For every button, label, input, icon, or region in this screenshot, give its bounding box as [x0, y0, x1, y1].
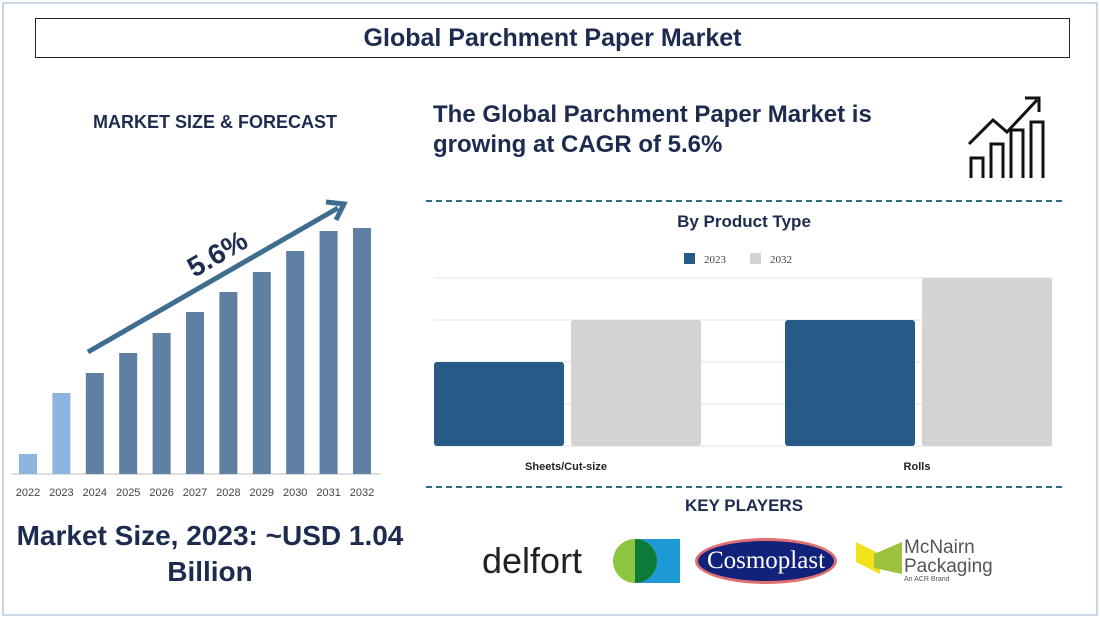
tick-label: 2025: [116, 487, 140, 499]
tick-label: 2023: [49, 487, 73, 499]
bar-2032: [353, 228, 371, 474]
tick-label: 2022: [16, 487, 40, 499]
tick-label: 2027: [183, 487, 207, 499]
legend-label: 2023: [704, 254, 727, 266]
tick-label: 2032: [350, 487, 374, 499]
tick-label: 2030: [283, 487, 307, 499]
bar-Sheets/Cut-size-2032: [571, 320, 701, 446]
bar-2030: [286, 251, 305, 474]
bar-2025: [119, 353, 138, 474]
category-label: Rolls: [904, 461, 931, 473]
cagr-text: The Global Parchment Paper Market is gro…: [433, 101, 872, 158]
forecast-chart: 2022 2023 2024 2025 2026 2027 2028 2029 2030 2031…: [12, 199, 380, 499]
legend-label: 2032: [770, 254, 792, 266]
delfort-logo: delfort: [482, 540, 583, 581]
bar-2031: [319, 231, 338, 474]
product-type-chart: 2023 2032 Sheets/Cut-size Rolls: [434, 253, 1054, 473]
divider: [426, 486, 1062, 488]
bar-2026: [152, 333, 171, 474]
bar-Sheets/Cut-size-2023: [434, 362, 564, 446]
category-label: Sheets/Cut-size: [525, 461, 607, 473]
cosmoplast-logo: Cosmoplast: [695, 538, 837, 584]
tick-label: 2026: [149, 487, 173, 499]
chart-title: By Product Type: [677, 212, 811, 231]
bar-2029: [252, 272, 271, 474]
trend-arrow: [86, 205, 340, 355]
legend-swatch: [750, 253, 761, 264]
tick-label: 2029: [250, 487, 274, 499]
market-size-heading: MARKET SIZE & FORECAST: [92, 112, 337, 132]
bar-Rolls-2023: [785, 320, 915, 446]
mcnairn-logo-text: McNairn Packaging An ACR Brand: [904, 538, 1014, 584]
page-title: Global Parchment Paper Market: [35, 18, 1070, 58]
legend-swatch: [684, 253, 695, 264]
market-size-text: Market Size, 2023: ~USD 1.04 Billion: [16, 520, 404, 587]
key-players-heading: KEY PLAYERS: [684, 496, 804, 515]
mcnairn-tagline: An ACR Brand: [904, 576, 950, 583]
tick-label: 2024: [83, 487, 107, 499]
growth-chart-icon: [967, 96, 1045, 178]
tick-label: 2031: [316, 487, 340, 499]
bar-2024: [85, 373, 104, 474]
mcnairn-logo-mark: [856, 542, 902, 574]
cagr-annotation: 5.6%: [182, 224, 253, 283]
bar-2028: [219, 292, 238, 474]
mcnairn-name: McNairn Packaging: [904, 537, 993, 577]
bar-2027: [186, 312, 204, 474]
divider: [426, 200, 1062, 202]
bar-Rolls-2032: [922, 278, 1052, 446]
bar-2023: [52, 393, 71, 474]
bar-2022: [19, 454, 37, 474]
green-circle-logo: [613, 539, 680, 583]
tick-label: 2028: [216, 487, 240, 499]
arrow-head: [325, 199, 348, 222]
